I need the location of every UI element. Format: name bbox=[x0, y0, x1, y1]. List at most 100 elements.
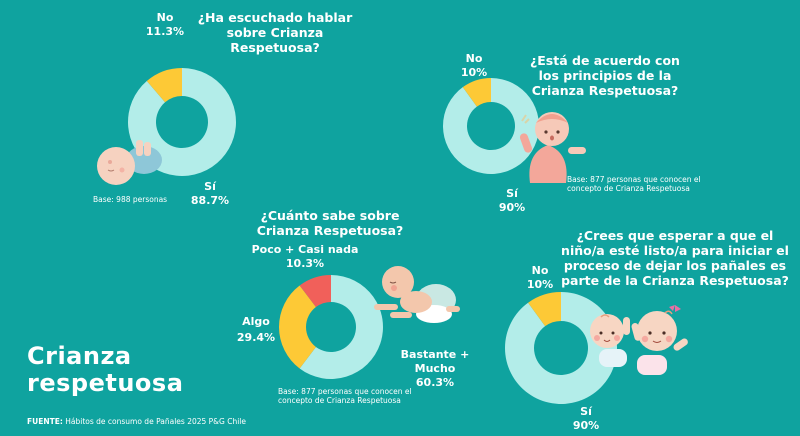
chart2-label-no-name: No bbox=[465, 52, 483, 65]
baby-cheek-shape bbox=[641, 335, 649, 343]
baby-arm-shape bbox=[623, 317, 630, 335]
baby-diaper-shape bbox=[637, 355, 667, 375]
donut-segment-bastante-mucho bbox=[299, 275, 383, 379]
chart2-label-no-value: 10% bbox=[460, 66, 488, 79]
chart1-label-no-value: 11.3% bbox=[145, 25, 185, 38]
chart1-label-no: No 11.3% bbox=[140, 11, 190, 39]
donut-segment-sí bbox=[443, 78, 539, 175]
baby-eye-shape bbox=[544, 130, 548, 134]
chart1-label-si: Sí 88.7% bbox=[180, 180, 240, 208]
donut-segment-no bbox=[462, 78, 491, 107]
chart3-label-algo: Algo 29.4% bbox=[236, 315, 276, 345]
baby-leg-shape bbox=[136, 140, 143, 156]
baby-eye-shape bbox=[648, 331, 652, 335]
baby-mouth-shape bbox=[603, 339, 611, 342]
chart2-label-no: No 10% bbox=[454, 52, 494, 80]
chart4-label-no: No 10% bbox=[522, 264, 558, 292]
baby-hair-shape bbox=[536, 114, 568, 123]
donut-segment-algo bbox=[279, 285, 316, 369]
baby-eye-shape bbox=[389, 281, 397, 284]
chart2-base-note: Base: 877 personas que conocen el concep… bbox=[567, 175, 701, 193]
chart3-base-note: Base: 877 personas que conocen el concep… bbox=[278, 387, 412, 405]
baby-arm-shape bbox=[374, 304, 398, 310]
baby-body-shape bbox=[529, 145, 567, 183]
source-note: FUENTE: Hábitos de consumo de Pañales 20… bbox=[27, 417, 246, 426]
two-babies-illustration bbox=[590, 305, 688, 375]
chart4-title: ¿Crees que esperar a que el niño/a esté … bbox=[560, 228, 790, 288]
chart3-base-note-line: concepto de Crianza Respetuosa bbox=[278, 396, 401, 405]
chart2-title-line: ¿Está de acuerdo con bbox=[530, 53, 680, 68]
baby-eye-shape bbox=[599, 331, 603, 335]
chart1-title-line: Respetuosa? bbox=[230, 40, 320, 55]
donut-segment-no bbox=[528, 292, 561, 327]
baby-crawling-illustration bbox=[374, 266, 460, 323]
chart3-label-bastante-name: Bastante + Mucho bbox=[400, 348, 470, 375]
baby-leg-shape bbox=[144, 142, 151, 156]
chart1-base-note: Base: 988 personas bbox=[93, 195, 167, 204]
chart4-title-line: proceso de dejar los pañales es bbox=[563, 258, 787, 273]
chart4-label-si-value: 90% bbox=[572, 419, 600, 432]
baby-hair-curl-shape bbox=[600, 314, 610, 318]
chart2-label-si: Sí 90% bbox=[492, 187, 532, 215]
chart3-title-line: ¿Cuánto sabe sobre bbox=[260, 208, 400, 223]
baby-arm-shape bbox=[673, 338, 688, 351]
baby-cheek-shape bbox=[119, 167, 125, 173]
chart2-base-note-line: concepto de Crianza Respetuosa bbox=[567, 184, 690, 193]
chart3-label-bastante: Bastante + Mucho 60.3% bbox=[380, 348, 490, 390]
rattle-toy-shape bbox=[521, 114, 530, 124]
baby-diaper-shape bbox=[599, 349, 627, 367]
baby-head-shape bbox=[382, 266, 414, 298]
baby-diaper-shape bbox=[126, 146, 162, 174]
chart1-label-si-value: 88.7% bbox=[190, 194, 230, 207]
chart1-title-line: ¿Ha escuchado hablar bbox=[197, 10, 353, 25]
chart2-title: ¿Está de acuerdo con los principios de l… bbox=[520, 53, 690, 98]
chart4-title-line: niño/a esté listo/a para iniciar el bbox=[561, 243, 789, 258]
donut-segment-poco-casi-nada bbox=[299, 275, 331, 308]
chart1-label-no-name: No bbox=[156, 11, 174, 24]
chart1-base-note-line: Base: 988 personas bbox=[93, 195, 168, 204]
baby-sitting-illustration bbox=[519, 112, 586, 183]
baby-arm-shape bbox=[519, 133, 533, 153]
page-title: Crianza respetuosa bbox=[27, 343, 183, 397]
baby-leg-shape bbox=[446, 306, 460, 312]
chart2-title-line: Crianza Respetuosa? bbox=[531, 83, 679, 98]
baby-body-shape bbox=[400, 291, 432, 313]
chart3-label-algo-value: 29.4% bbox=[236, 331, 276, 344]
chart4-label-si-name: Sí bbox=[580, 405, 592, 418]
baby-cheek-shape bbox=[665, 335, 673, 343]
chart4-label-no-name: No bbox=[531, 264, 549, 277]
chart3-label-poco-name: Poco + Casi nada bbox=[251, 243, 359, 256]
source-label: FUENTE: bbox=[27, 417, 63, 426]
chart4-label-no-value: 10% bbox=[526, 278, 554, 291]
baby-head-shape bbox=[97, 147, 135, 185]
chart3-base-note-line: Base: 877 personas que conocen el bbox=[278, 387, 412, 396]
baby-cheek-shape bbox=[614, 335, 620, 341]
chart4-title-line: ¿Crees que esperar a que el bbox=[576, 228, 774, 243]
baby-cheek-shape bbox=[594, 335, 600, 341]
chart3-title-line: Crianza Respetuosa? bbox=[256, 223, 404, 238]
chart1-label-si-name: Sí bbox=[204, 180, 216, 193]
chart1-title: ¿Ha escuchado hablar sobre Crianza Respe… bbox=[195, 10, 355, 55]
baby-cheek-shape bbox=[391, 285, 397, 291]
baby-eye-shape bbox=[556, 130, 560, 134]
chart3-title: ¿Cuánto sabe sobre Crianza Respetuosa? bbox=[255, 208, 405, 238]
baby-eye-shape bbox=[662, 331, 666, 335]
baby-arm-shape bbox=[631, 323, 642, 341]
chart3-label-bastante-value: 60.3% bbox=[415, 376, 455, 389]
source-text: Hábitos de consumo de Pañales 2025 P&G C… bbox=[62, 417, 246, 426]
page-title-line2: respetuosa bbox=[27, 369, 184, 397]
baby-mouth-shape bbox=[652, 340, 662, 343]
baby-head-shape bbox=[590, 314, 624, 348]
chart2-title-line: los principios de la bbox=[538, 68, 672, 83]
chart1-title-line: sobre Crianza bbox=[226, 25, 324, 40]
baby-mouth-shape bbox=[550, 135, 554, 141]
baby-cheek-shape bbox=[108, 160, 112, 164]
chart3-label-poco-value: 10.3% bbox=[285, 257, 325, 270]
chart4-label-si: Sí 90% bbox=[566, 405, 606, 433]
chart2-label-si-name: Sí bbox=[506, 187, 518, 200]
hair-bow-shape bbox=[669, 305, 681, 312]
baby-head-shape bbox=[637, 311, 677, 351]
